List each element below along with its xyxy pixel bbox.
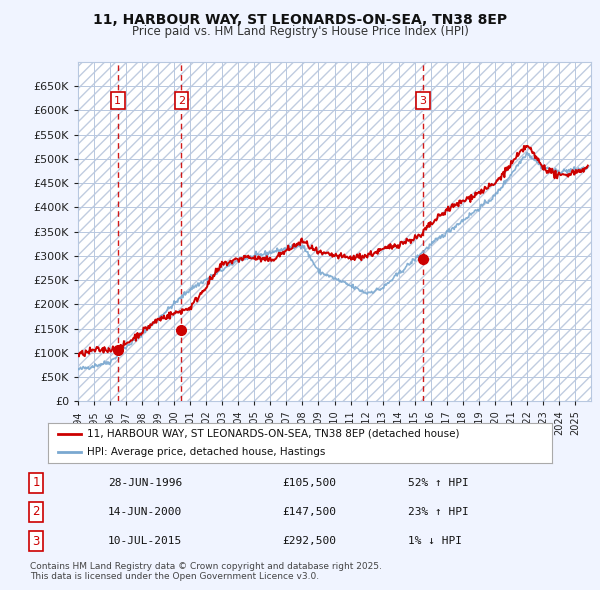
Text: 52% ↑ HPI: 52% ↑ HPI (408, 477, 469, 487)
Text: Contains HM Land Registry data © Crown copyright and database right 2025.
This d: Contains HM Land Registry data © Crown c… (30, 562, 382, 581)
Text: HPI: Average price, detached house, Hastings: HPI: Average price, detached house, Hast… (88, 447, 326, 457)
Text: 3: 3 (419, 96, 427, 106)
Text: 1: 1 (114, 96, 121, 106)
Text: 28-JUN-1996: 28-JUN-1996 (108, 477, 182, 487)
Text: 23% ↑ HPI: 23% ↑ HPI (408, 507, 469, 517)
Text: 2: 2 (32, 505, 40, 519)
Text: 3: 3 (32, 535, 40, 548)
Text: £147,500: £147,500 (282, 507, 336, 517)
Text: £292,500: £292,500 (282, 536, 336, 546)
Text: 1: 1 (32, 476, 40, 489)
Text: Price paid vs. HM Land Registry's House Price Index (HPI): Price paid vs. HM Land Registry's House … (131, 25, 469, 38)
Text: £105,500: £105,500 (282, 477, 336, 487)
Text: 2: 2 (178, 96, 185, 106)
Text: 14-JUN-2000: 14-JUN-2000 (108, 507, 182, 517)
Text: 11, HARBOUR WAY, ST LEONARDS-ON-SEA, TN38 8EP: 11, HARBOUR WAY, ST LEONARDS-ON-SEA, TN3… (93, 13, 507, 27)
Text: 11, HARBOUR WAY, ST LEONARDS-ON-SEA, TN38 8EP (detached house): 11, HARBOUR WAY, ST LEONARDS-ON-SEA, TN3… (88, 429, 460, 439)
Text: 10-JUL-2015: 10-JUL-2015 (108, 536, 182, 546)
Text: 1% ↓ HPI: 1% ↓ HPI (408, 536, 462, 546)
